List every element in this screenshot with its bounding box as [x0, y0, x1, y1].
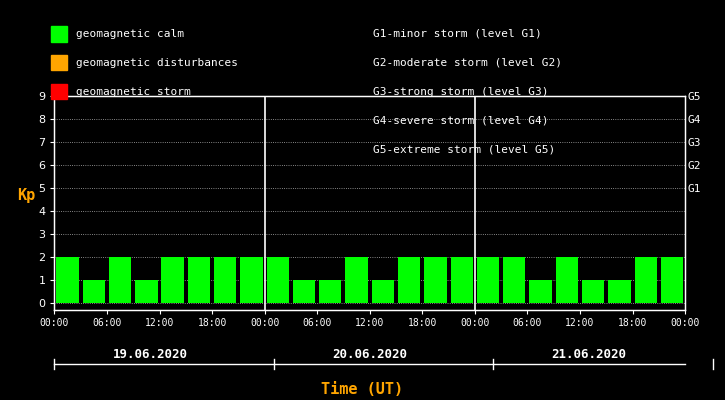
Bar — [240, 257, 262, 303]
Bar — [372, 280, 394, 303]
Text: 19.06.2020: 19.06.2020 — [113, 348, 188, 360]
Text: geomagnetic storm: geomagnetic storm — [76, 86, 191, 96]
Bar — [450, 257, 473, 303]
Bar — [398, 257, 420, 303]
Bar — [608, 280, 631, 303]
Text: Time (UT): Time (UT) — [321, 382, 404, 398]
Bar — [293, 280, 315, 303]
Y-axis label: Kp: Kp — [17, 188, 35, 203]
Bar — [477, 257, 500, 303]
Bar — [503, 257, 526, 303]
Text: G2-moderate storm (level G2): G2-moderate storm (level G2) — [373, 58, 563, 68]
Text: geomagnetic disturbances: geomagnetic disturbances — [76, 58, 238, 68]
Bar — [135, 280, 157, 303]
Text: G3-strong storm (level G3): G3-strong storm (level G3) — [373, 86, 549, 96]
Text: G4-severe storm (level G4): G4-severe storm (level G4) — [373, 115, 549, 125]
Bar — [162, 257, 184, 303]
Bar — [345, 257, 368, 303]
Bar — [109, 257, 131, 303]
Bar — [57, 257, 79, 303]
Bar — [529, 280, 552, 303]
Bar — [582, 280, 605, 303]
Bar — [83, 280, 105, 303]
Bar — [188, 257, 210, 303]
Bar — [319, 280, 341, 303]
Bar — [634, 257, 657, 303]
Text: 20.06.2020: 20.06.2020 — [332, 348, 407, 360]
Bar — [267, 257, 289, 303]
Bar — [424, 257, 447, 303]
Text: G1-minor storm (level G1): G1-minor storm (level G1) — [373, 29, 542, 39]
Text: 21.06.2020: 21.06.2020 — [552, 348, 626, 360]
Bar — [660, 257, 683, 303]
Text: G5-extreme storm (level G5): G5-extreme storm (level G5) — [373, 144, 555, 154]
Bar — [214, 257, 236, 303]
Bar — [555, 257, 578, 303]
Text: geomagnetic calm: geomagnetic calm — [76, 29, 184, 39]
